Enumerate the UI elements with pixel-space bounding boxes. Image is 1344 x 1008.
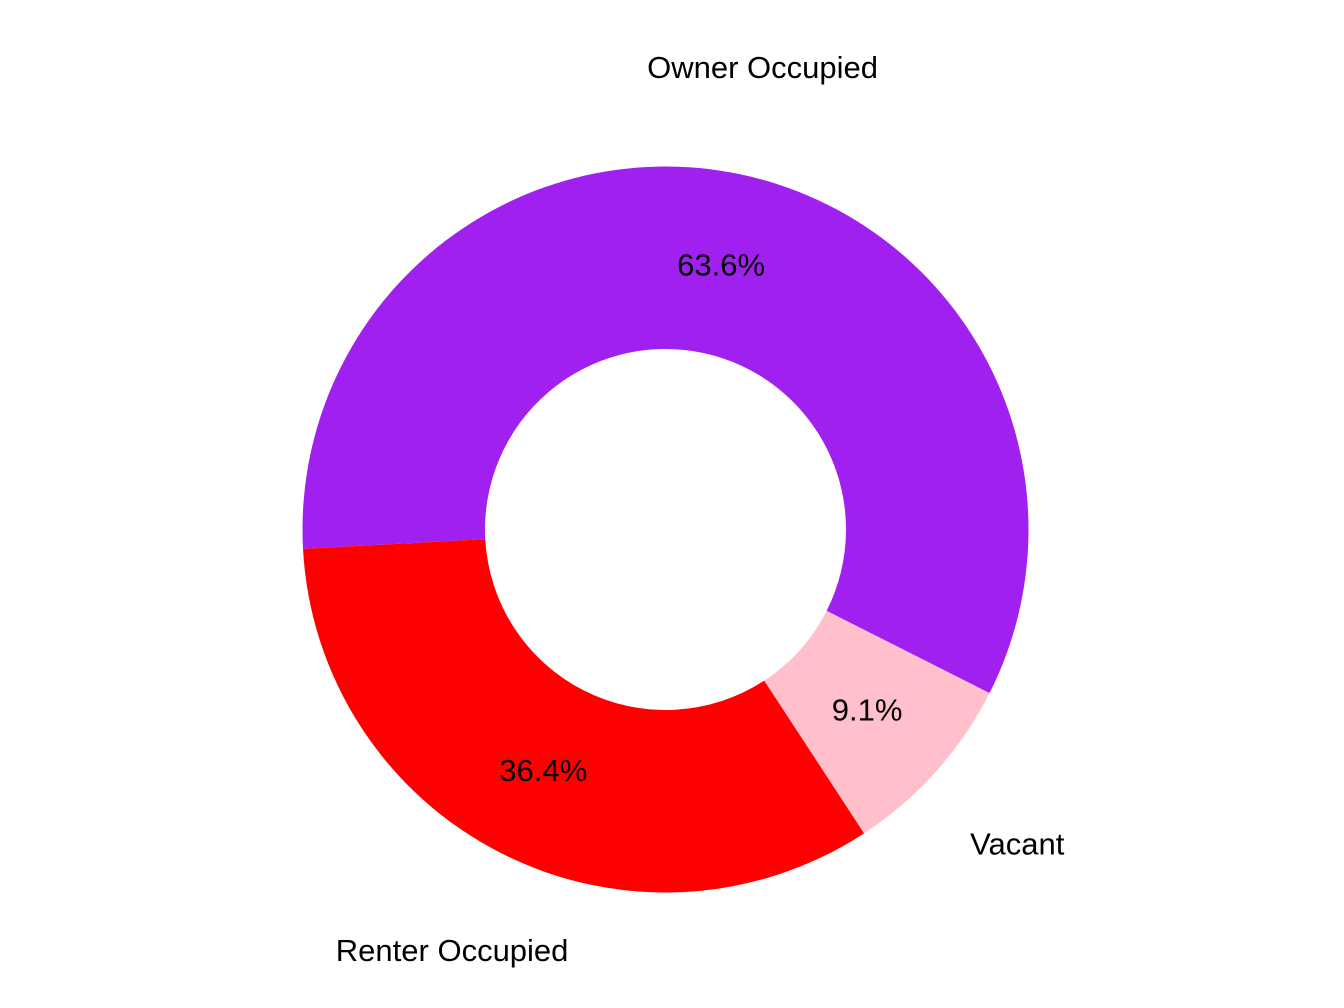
pct-label-owner-occupied: 63.6% — [677, 247, 765, 282]
pct-label-renter-occupied: 36.4% — [499, 753, 587, 788]
pct-label-vacant: 9.1% — [832, 692, 903, 727]
slice-vacant — [764, 610, 990, 834]
name-label-vacant: Vacant — [970, 827, 1065, 862]
donut-slices — [302, 166, 1029, 893]
donut-labels: 63.6% Owner Occupied 36.4% Renter Occupied 9… — [336, 50, 1065, 968]
name-label-owner-occupied: Owner Occupied — [647, 50, 878, 85]
slice-owner-occupied — [302, 166, 1029, 694]
slice-renter-occupied — [303, 539, 865, 893]
name-label-renter-occupied: Renter Occupied — [336, 933, 569, 968]
